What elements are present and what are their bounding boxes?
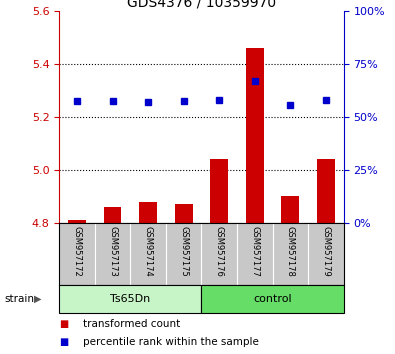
Bar [281,196,299,223]
Text: GSM957174: GSM957174 [144,226,152,277]
Bar [210,159,228,223]
Text: GSM957173: GSM957173 [108,226,117,277]
Text: GSM957178: GSM957178 [286,226,295,277]
Text: GSM957172: GSM957172 [73,226,81,277]
Text: strain: strain [4,294,34,304]
Text: GSM957179: GSM957179 [322,226,330,277]
Text: Ts65Dn: Ts65Dn [110,294,150,304]
Text: percentile rank within the sample: percentile rank within the sample [83,337,259,347]
Bar [103,207,122,223]
Bar [201,285,344,313]
Text: ▶: ▶ [34,294,41,304]
Bar [246,48,263,223]
Text: ■: ■ [59,319,68,329]
Bar [317,159,335,223]
Title: GDS4376 / 10359970: GDS4376 / 10359970 [127,0,276,10]
Bar [175,204,193,223]
Bar [68,220,86,223]
Text: ■: ■ [59,337,68,347]
Text: GSM957177: GSM957177 [250,226,259,277]
Bar [139,202,157,223]
Text: transformed count: transformed count [83,319,180,329]
Bar [59,285,201,313]
Text: GSM957175: GSM957175 [179,226,188,277]
Text: control: control [253,294,292,304]
Text: GSM957176: GSM957176 [215,226,224,277]
